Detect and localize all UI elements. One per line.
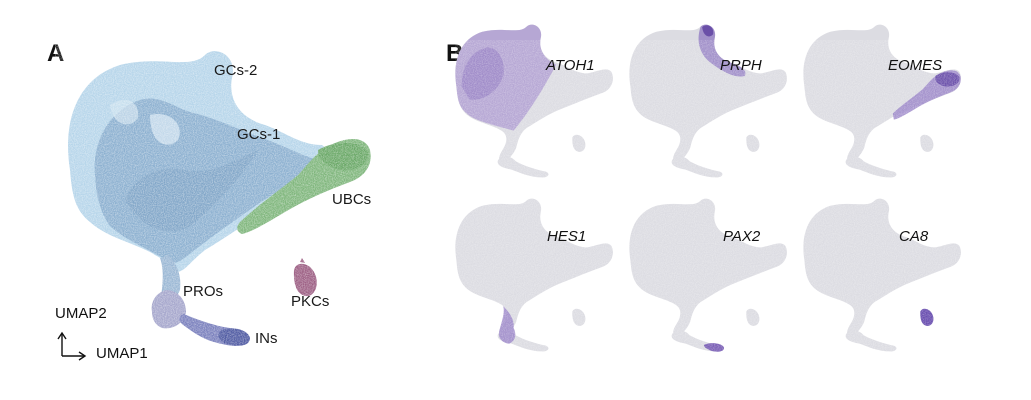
gene-title-atoh1: ATOH1	[545, 57, 595, 74]
gene-title-ca8: CA8	[899, 228, 929, 245]
label-gcs1: GCs-1	[237, 126, 280, 143]
gene-title-prph: PRPH	[720, 57, 762, 74]
label-ubcs: UBCs	[332, 191, 371, 208]
feature-plot-prph	[629, 24, 787, 178]
feature-plots: ATOH1 PRPH EOMES HES1 PAX2 CA8	[455, 24, 975, 360]
label-ins: INs	[255, 330, 278, 347]
gene-title-eomes: EOMES	[888, 57, 942, 74]
label-gcs2: GCs-2	[214, 62, 257, 79]
axis-label-umap1: UMAP1	[96, 345, 148, 362]
gene-title-pax2: PAX2	[723, 228, 761, 245]
axis-arrows	[57, 331, 87, 361]
umap-panel-a: GCs-2 GCs-1 UBCs PROs INs PKCs UMAP2 UMA…	[55, 45, 385, 362]
axis-label-umap2: UMAP2	[55, 305, 107, 322]
label-pkcs: PKCs	[291, 293, 329, 310]
label-pros: PROs	[183, 283, 223, 300]
gene-title-hes1: HES1	[547, 228, 586, 245]
